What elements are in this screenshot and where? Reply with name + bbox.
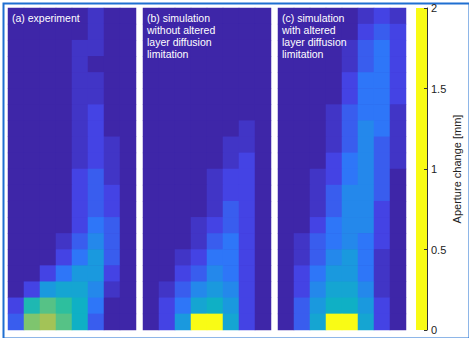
- svg-text:2: 2: [431, 2, 437, 14]
- svg-text:0.5: 0.5: [431, 244, 446, 256]
- svg-text:limitation: limitation: [147, 48, 189, 60]
- svg-text:layer diffusion: layer diffusion: [282, 36, 347, 48]
- svg-text:1.5: 1.5: [431, 83, 446, 95]
- svg-text:layer diffusion: layer diffusion: [147, 36, 212, 48]
- svg-text:without altered: without altered: [146, 24, 215, 36]
- svg-text:with altered: with altered: [281, 24, 336, 36]
- svg-text:limitation: limitation: [282, 48, 324, 60]
- svg-text:1: 1: [431, 163, 437, 175]
- svg-text:0: 0: [431, 324, 437, 336]
- svg-text:(a) experiment: (a) experiment: [12, 12, 80, 24]
- svg-text:(c) simulation: (c) simulation: [282, 12, 345, 24]
- svg-text:(b) simulation: (b) simulation: [147, 12, 210, 24]
- svg-text:Aperture change [mm]: Aperture change [mm]: [451, 115, 463, 224]
